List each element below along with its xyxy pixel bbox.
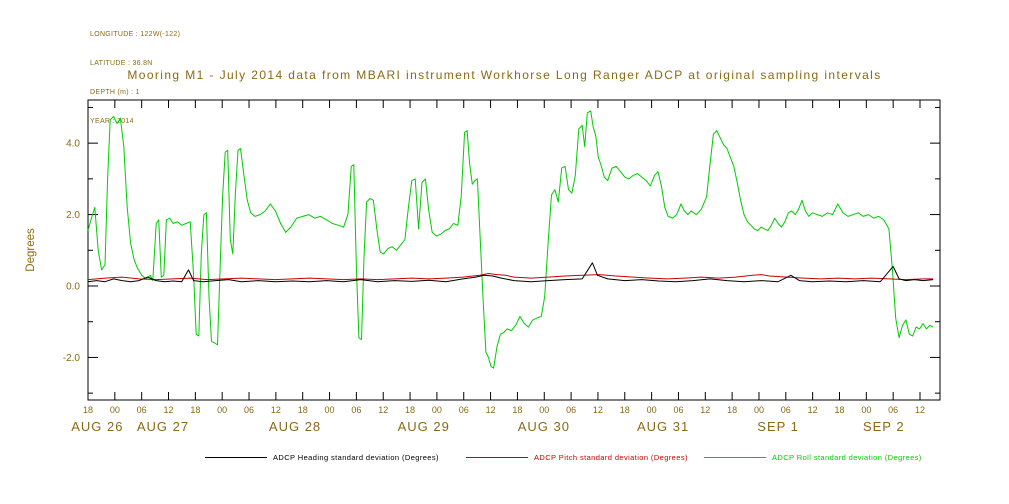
roll-line-swatch	[704, 456, 766, 458]
x-hour-label: 00	[110, 405, 120, 415]
legend-label-pitch: ADCP Pitch standard deviation (Degrees)	[534, 452, 688, 462]
x-hour-label: 12	[378, 405, 388, 415]
x-hour-label: 00	[861, 405, 871, 415]
x-hour-label: 06	[781, 405, 791, 415]
x-hour-label: 00	[432, 405, 442, 415]
x-hour-label: 18	[298, 405, 308, 415]
x-hour-label: 12	[271, 405, 281, 415]
y-tick-label: -2.0	[63, 353, 81, 364]
x-hour-label: 06	[459, 405, 469, 415]
x-hour-label: 06	[566, 405, 576, 415]
x-hour-label: 18	[512, 405, 522, 415]
x-hour-label: 00	[754, 405, 764, 415]
chart-title: Mooring M1 - July 2014 data from MBARI i…	[127, 68, 882, 82]
x-hour-label: 12	[700, 405, 710, 415]
x-hour-label: 00	[217, 405, 227, 415]
x-date-label: AUG 30	[518, 419, 570, 434]
x-hour-label: 06	[673, 405, 683, 415]
metadata-latitude: LATITUDE : 36.8N	[90, 59, 153, 67]
metadata-depth: DEPTH (m) : 1	[90, 88, 140, 96]
x-hour-label: 00	[539, 405, 549, 415]
series-line-roll	[87, 110, 934, 369]
x-hour-label: 00	[325, 405, 335, 415]
heading-line-swatch	[205, 456, 267, 458]
y-axis-title: Degrees	[25, 228, 37, 272]
legend-label-heading: ADCP Heading standard deviation (Degrees…	[273, 452, 439, 462]
x-hour-label: 18	[620, 405, 630, 415]
x-date-label: AUG 31	[637, 419, 689, 434]
x-hour-label: 06	[137, 405, 147, 415]
metadata-longitude: LONGITUDE : 122W(-122)	[90, 31, 181, 39]
x-hour-label: 06	[888, 405, 898, 415]
metadata-year: YEAR : 2014	[90, 117, 134, 125]
x-date-label: SEP 2	[863, 419, 905, 434]
x-date-label: AUG 28	[269, 419, 321, 434]
x-hour-label: 18	[405, 405, 415, 415]
legend-entry-heading: ADCP Heading standard deviation (Degrees…	[205, 452, 439, 462]
x-date-label: AUG 26	[71, 419, 123, 434]
plot-frame	[87, 99, 941, 401]
y-tick-label: 2.0	[66, 210, 80, 221]
pitch-line-swatch	[466, 456, 528, 458]
series-line-heading	[87, 262, 934, 283]
x-hour-label: 18	[727, 405, 737, 415]
y-tick-label: 4.0	[66, 139, 80, 150]
x-hour-label: 18	[83, 405, 93, 415]
x-hour-label: 12	[593, 405, 603, 415]
x-hour-label: 06	[244, 405, 254, 415]
legend-label-roll: ADCP Roll standard deviation (Degrees)	[772, 452, 922, 462]
metadata-block: LONGITUDE : 122W(-122) LATITUDE : 36.8N …	[90, 11, 180, 145]
y-tick-label: 0.0	[66, 282, 80, 293]
legend-entry-pitch: ADCP Pitch standard deviation (Degrees)	[466, 452, 688, 462]
x-date-label: SEP 1	[757, 419, 799, 434]
x-date-label: AUG 29	[398, 419, 450, 434]
x-hour-label: 12	[164, 405, 174, 415]
x-hour-label: 06	[351, 405, 361, 415]
series-line-pitch	[87, 273, 934, 281]
x-hour-label: 00	[647, 405, 657, 415]
x-hour-label: 18	[834, 405, 844, 415]
x-hour-label: 12	[915, 405, 925, 415]
x-hour-label: 12	[486, 405, 496, 415]
x-hour-label: 12	[808, 405, 818, 415]
x-date-label: AUG 27	[137, 419, 189, 434]
x-hour-label: 18	[190, 405, 200, 415]
legend-entry-roll: ADCP Roll standard deviation (Degrees)	[704, 452, 922, 462]
